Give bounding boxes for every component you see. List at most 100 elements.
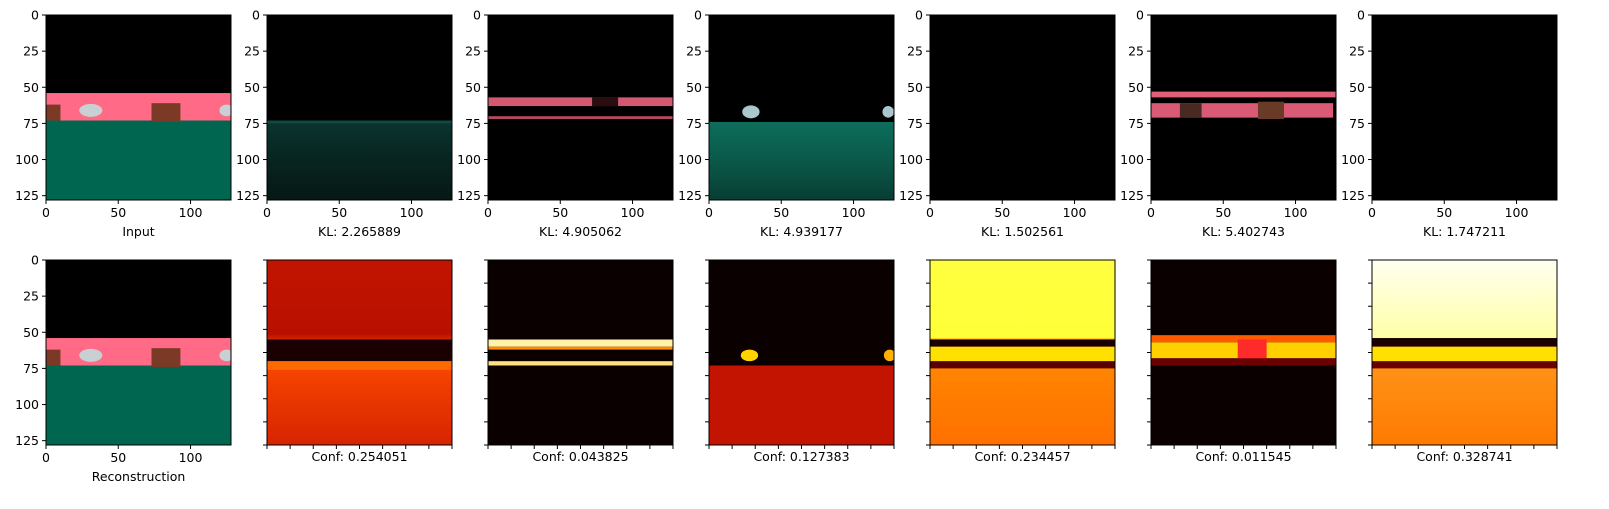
- panel-r1-c0: 0 50 100 0 25 50 75 100 125 Reconstruction: [15, 253, 232, 484]
- y-tick-label: 0: [694, 8, 702, 23]
- y-tick-label: 0: [915, 8, 923, 23]
- y-tick-label: 75: [686, 116, 702, 131]
- panel-image: [1372, 15, 1557, 200]
- y-tick-label: 50: [244, 80, 260, 95]
- y-tick-label: 100: [457, 152, 481, 167]
- y-tick-label: 50: [23, 80, 39, 95]
- y-tick-label: 50: [1128, 80, 1144, 95]
- x-tick-label: 50: [994, 205, 1010, 220]
- box-object: [46, 349, 61, 366]
- x-tick-label: 50: [110, 205, 126, 220]
- road-band: [46, 338, 231, 367]
- x-tick-label: 100: [1063, 205, 1087, 220]
- ground-edge: [267, 120, 452, 124]
- y-tick-label: 25: [1349, 44, 1365, 59]
- box-object: [1257, 101, 1284, 120]
- car-object: [742, 105, 760, 119]
- panel-frame: [929, 14, 1116, 201]
- panel-caption: Conf: 0.328741: [1416, 449, 1512, 464]
- road-band: [46, 93, 231, 122]
- panel-r0-c4: 0 50 100 0 25 50 75 100 125 KL: 1.502561: [899, 8, 1116, 239]
- hot-band: [267, 361, 452, 370]
- ground-region: [46, 120, 231, 200]
- x-tick-label: 100: [179, 205, 203, 220]
- hot-band: [1151, 335, 1336, 343]
- background: [930, 15, 1115, 200]
- y-tick-label: 50: [23, 325, 39, 340]
- panel-image: [46, 260, 231, 445]
- panel-r0-c5: 0 50 100 0 25 50 75 100 125 KL: 5.402743: [1120, 8, 1337, 239]
- y-tick-label: 125: [15, 433, 39, 448]
- y-tick-label: 100: [15, 152, 39, 167]
- panel-image: [267, 15, 452, 200]
- y-tick-label: 50: [686, 80, 702, 95]
- ground-region: [709, 121, 894, 200]
- y-tick-label: 25: [23, 289, 39, 304]
- panel-r1-c2: Conf: 0.043825: [484, 259, 674, 464]
- car-object: [79, 348, 103, 362]
- y-tick-label: 100: [15, 397, 39, 412]
- x-tick-label: 0: [1368, 205, 1376, 220]
- x-tick-label: 0: [42, 450, 50, 465]
- y-tick-label: 75: [907, 116, 923, 131]
- dark-band: [1151, 358, 1336, 366]
- road-band: [1151, 91, 1336, 98]
- panel-frame: [708, 14, 895, 201]
- y-tick-label: 0: [252, 8, 260, 23]
- panel-frame: [266, 14, 453, 201]
- y-tick-label: 100: [678, 152, 702, 167]
- panel-caption: KL: 2.265889: [318, 224, 401, 239]
- y-tick-label: 100: [899, 152, 923, 167]
- hot-band: [488, 346, 673, 350]
- y-tick-label: 50: [907, 80, 923, 95]
- panel-r0-c3: 0 50 100 0 25 50 75 100 125 KL: 4.939177: [678, 8, 895, 239]
- x-tick-label: 50: [552, 205, 568, 220]
- panel-caption: KL: 4.905062: [539, 224, 622, 239]
- y-tick-label: 50: [465, 80, 481, 95]
- y-tick-label: 0: [31, 8, 39, 23]
- x-tick-label: 50: [331, 205, 347, 220]
- y-tick-label: 25: [907, 44, 923, 59]
- panel-caption: Conf: 0.043825: [532, 449, 628, 464]
- x-tick-label: 50: [773, 205, 789, 220]
- hot-band: [1372, 346, 1557, 362]
- hot-spot: [740, 349, 759, 362]
- panel-image: [1151, 15, 1336, 200]
- panel-frame: [1150, 14, 1337, 201]
- panel-caption: KL: 1.747211: [1423, 224, 1506, 239]
- ground-region: [267, 120, 452, 200]
- y-tick-label: 125: [457, 188, 481, 203]
- panel-frame: [1371, 14, 1558, 201]
- y-tick-label: 75: [23, 116, 39, 131]
- panel-grid: 0 50 100 0 25 50 75 100 125 Input 0 50 100 0 25 50 75 100…: [15, 8, 1558, 484]
- box-object: [46, 104, 61, 121]
- car-object: [79, 103, 103, 117]
- car-object: [219, 349, 231, 362]
- panel-caption: KL: 1.502561: [981, 224, 1064, 239]
- box-object: [1179, 103, 1202, 118]
- panel-r1-c1: Conf: 0.254051: [263, 259, 453, 464]
- panel-image: [267, 260, 452, 445]
- y-tick-label: 0: [1136, 8, 1144, 23]
- x-tick-label: 50: [110, 450, 126, 465]
- x-tick-label: 50: [1215, 205, 1231, 220]
- hot-band: [488, 339, 673, 347]
- y-tick-label: 125: [899, 188, 923, 203]
- car-object: [882, 106, 894, 118]
- panel-caption: Input: [122, 224, 154, 239]
- y-tick-label: 125: [15, 188, 39, 203]
- heatmap-fill: [488, 260, 673, 445]
- y-tick-label: 125: [1341, 188, 1365, 203]
- x-tick-label: 100: [400, 205, 424, 220]
- panel-frame: [45, 259, 232, 446]
- x-tick-label: 0: [926, 205, 934, 220]
- dark-band: [1372, 361, 1557, 369]
- dark-band: [267, 339, 452, 362]
- panel-r0-c1: 0 50 100 0 25 50 75 100 125 KL: 2.265889: [236, 8, 453, 239]
- box-object: [151, 103, 181, 122]
- dark-band: [930, 361, 1115, 369]
- car-object: [219, 104, 231, 117]
- y-tick-label: 125: [1120, 188, 1144, 203]
- y-tick-label: 0: [31, 253, 39, 268]
- x-tick-label: 0: [705, 205, 713, 220]
